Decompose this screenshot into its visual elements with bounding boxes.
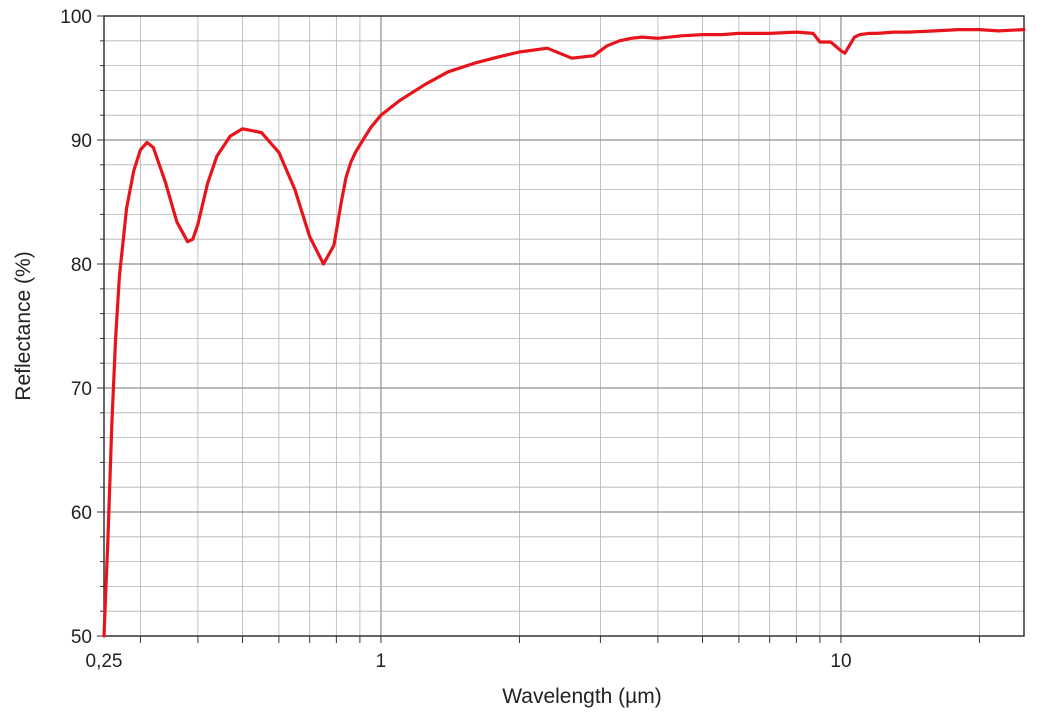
y-tick-label: 90 bbox=[71, 131, 92, 152]
y-tick-label: 50 bbox=[71, 627, 92, 648]
x-tick-label: 0,25 bbox=[86, 651, 123, 672]
axis-ticks bbox=[97, 15, 980, 643]
series-group bbox=[102, 28, 1026, 638]
y-tick-label: 80 bbox=[71, 255, 92, 276]
y-axis-title: Reflectance (%) bbox=[12, 251, 35, 400]
y-tick-label: 70 bbox=[71, 379, 92, 400]
plot-frame bbox=[103, 15, 1025, 637]
x-axis-title: Wavelength (µm) bbox=[502, 685, 662, 708]
grid bbox=[104, 16, 1024, 636]
reflectance-series-line bbox=[102, 28, 1026, 638]
y-tick-label: 60 bbox=[71, 503, 92, 524]
x-tick-label: 1 bbox=[376, 651, 387, 672]
x-tick-label: 10 bbox=[830, 651, 851, 672]
y-tick-label: 100 bbox=[60, 7, 92, 28]
y-tick-labels: 50 60 70 80 90 100 bbox=[60, 7, 92, 648]
x-tick-labels: 0,25 1 10 bbox=[86, 651, 852, 672]
